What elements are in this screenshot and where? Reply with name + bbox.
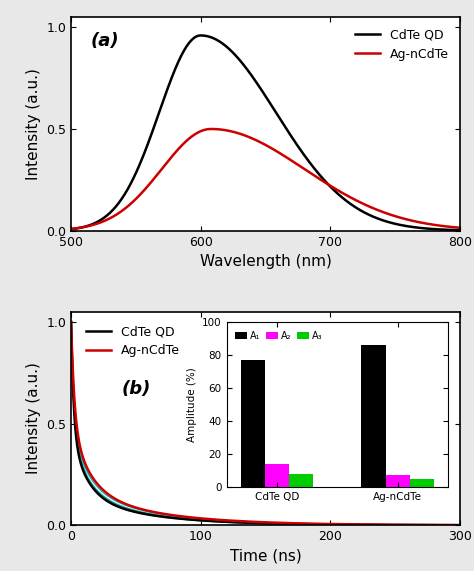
Ag-nCdTe xyxy=(302,520,308,527)
Text: (b): (b) xyxy=(122,380,151,398)
Line: Ag-nCdTe: Ag-nCdTe xyxy=(71,322,460,525)
Ag-nCdTe xyxy=(457,224,463,231)
CdTe QD xyxy=(103,496,109,503)
CdTe QD xyxy=(457,522,463,529)
Ag-nCdTe xyxy=(89,473,95,480)
Text: (a): (a) xyxy=(91,32,119,50)
Ag-nCdTe xyxy=(294,161,300,168)
Ag-nCdTe xyxy=(388,521,394,528)
Ag-nCdTe xyxy=(305,168,310,175)
Ag-nCdTe xyxy=(68,319,74,325)
CdTe QD xyxy=(388,521,394,528)
CdTe QD xyxy=(364,210,369,217)
CdTe QD xyxy=(294,142,300,148)
CdTe QD xyxy=(302,521,308,528)
CdTe QD xyxy=(316,171,322,178)
CdTe QD xyxy=(92,220,98,227)
CdTe QD xyxy=(68,226,74,232)
Line: CdTe QD: CdTe QD xyxy=(71,322,460,525)
CdTe QD xyxy=(68,319,74,325)
Y-axis label: Intensity (a.u.): Intensity (a.u.) xyxy=(26,68,41,180)
Ag-nCdTe xyxy=(209,126,214,132)
CdTe QD xyxy=(403,223,409,230)
CdTe QD xyxy=(212,518,218,525)
CdTe QD xyxy=(305,156,310,163)
CdTe QD xyxy=(77,456,82,463)
CdTe QD xyxy=(198,32,203,39)
Ag-nCdTe xyxy=(68,226,74,232)
X-axis label: Wavelength (nm): Wavelength (nm) xyxy=(200,254,331,269)
Legend: CdTe QD, Ag-nCdTe: CdTe QD, Ag-nCdTe xyxy=(81,320,185,363)
Ag-nCdTe xyxy=(403,216,409,223)
Ag-nCdTe xyxy=(103,489,109,496)
CdTe QD xyxy=(89,483,95,490)
Line: CdTe QD: CdTe QD xyxy=(71,35,460,230)
Ag-nCdTe xyxy=(316,175,322,182)
Line: Ag-nCdTe: Ag-nCdTe xyxy=(71,129,460,229)
X-axis label: Time (ns): Time (ns) xyxy=(229,549,301,564)
Legend: CdTe QD, Ag-nCdTe: CdTe QD, Ag-nCdTe xyxy=(349,23,454,66)
Ag-nCdTe xyxy=(364,202,369,208)
Ag-nCdTe xyxy=(212,516,218,523)
Y-axis label: Intensity (a.u.): Intensity (a.u.) xyxy=(26,363,41,475)
Ag-nCdTe xyxy=(457,522,463,529)
Ag-nCdTe xyxy=(92,221,98,228)
CdTe QD xyxy=(457,227,463,234)
Ag-nCdTe xyxy=(77,441,82,448)
